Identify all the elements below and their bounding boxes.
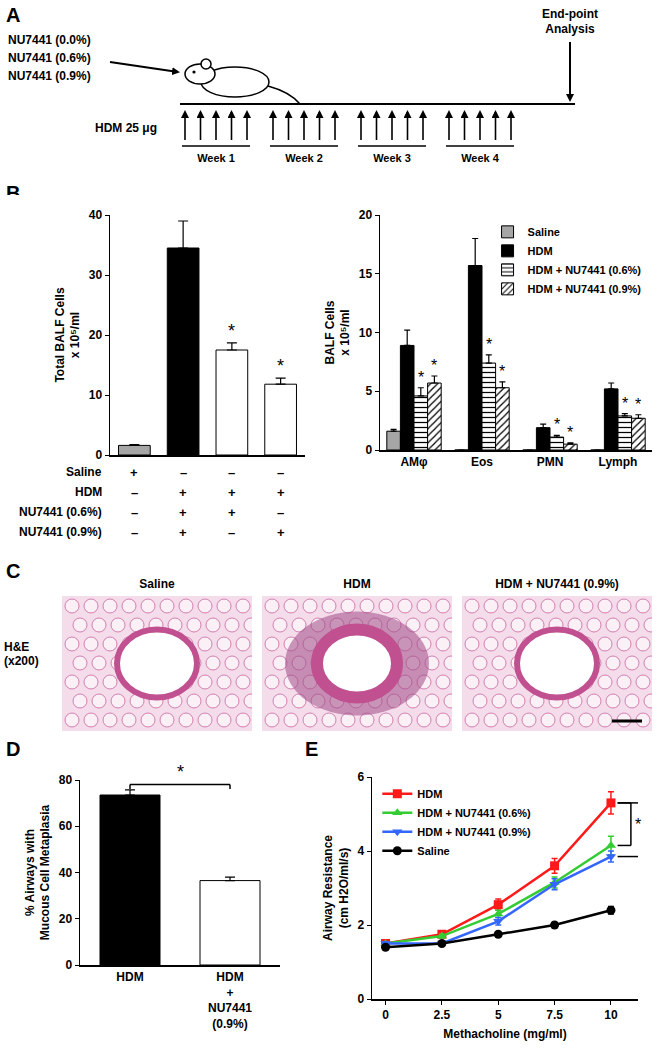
- svg-text:Saline: Saline: [66, 465, 102, 479]
- html-text:H&E: H&E: [4, 640, 30, 654]
- svg-text:+: +: [179, 485, 187, 500]
- svg-text:*: *: [622, 395, 628, 412]
- html-text:(x200): (x200): [4, 654, 39, 668]
- svg-text:+: +: [130, 465, 138, 480]
- html-text:HDM + NU7441 (0.9%): HDM + NU7441 (0.9%): [495, 577, 619, 591]
- svg-text:Analysis: Analysis: [545, 22, 595, 36]
- svg-text:2.5: 2.5: [434, 1008, 451, 1022]
- html-text:E: E: [305, 738, 319, 760]
- svg-text:0: 0: [365, 443, 372, 457]
- svg-text:NU7441 (0.9%): NU7441 (0.9%): [8, 69, 91, 83]
- svg-text:+: +: [228, 485, 236, 500]
- svg-text:Saline: Saline: [528, 226, 560, 238]
- svg-text:10: 10: [89, 388, 103, 402]
- svg-text:*: *: [635, 396, 641, 413]
- svg-text:+: +: [277, 525, 285, 540]
- html-text:C: C: [6, 560, 21, 582]
- svg-text:HDM + NU7441 (0.9%): HDM + NU7441 (0.9%): [417, 826, 531, 838]
- svg-text:*: *: [635, 816, 641, 833]
- svg-text:10: 10: [604, 1008, 618, 1022]
- svg-text:–: –: [277, 505, 284, 520]
- svg-text:Airway Resistance(cm H2O/ml/s): Airway Resistance(cm H2O/ml/s): [321, 835, 351, 941]
- svg-text:*: *: [567, 424, 573, 441]
- svg-text:5: 5: [495, 1008, 502, 1022]
- svg-text:*: *: [418, 369, 424, 386]
- svg-text:Lymph: Lymph: [599, 455, 638, 469]
- svg-text:+: +: [179, 505, 187, 520]
- svg-text:20: 20: [359, 208, 373, 222]
- svg-text:+: +: [228, 505, 236, 520]
- svg-text:NU7441 (0.6%): NU7441 (0.6%): [19, 505, 102, 519]
- svg-text:20: 20: [89, 328, 103, 342]
- svg-text:BALF Cellsx 10⁵/ml: BALF Cellsx 10⁵/ml: [323, 300, 353, 364]
- svg-text:60: 60: [59, 819, 73, 833]
- svg-text:HDM: HDM: [417, 788, 442, 800]
- html-text:D: D: [6, 738, 21, 760]
- svg-text:HDM+NU7441(0.9%): HDM+NU7441(0.9%): [208, 970, 252, 1031]
- html-text:A: A: [6, 4, 21, 26]
- svg-text:30: 30: [89, 268, 103, 282]
- svg-text:Methacholine (mg/ml): Methacholine (mg/ml): [443, 1027, 566, 1041]
- svg-text:NU7441 (0.9%): NU7441 (0.9%): [19, 525, 102, 539]
- svg-text:80: 80: [59, 773, 73, 787]
- svg-text:–: –: [131, 485, 138, 500]
- svg-text:HDM + NU7441 (0.6%): HDM + NU7441 (0.6%): [417, 807, 531, 819]
- html-text:B: B: [6, 182, 21, 204]
- svg-text:AMφ: AMφ: [400, 455, 428, 469]
- svg-text:*: *: [277, 356, 284, 376]
- svg-text:*: *: [177, 762, 184, 782]
- svg-text:End-point: End-point: [542, 7, 598, 21]
- html-text:HDM: HDM: [343, 577, 371, 591]
- svg-text:*: *: [499, 363, 505, 380]
- svg-text:*: *: [486, 336, 492, 353]
- svg-text:% Airways withMucous Cell Meta: % Airways withMucous Cell Metaplasia: [23, 804, 53, 940]
- svg-text:4: 4: [357, 844, 364, 858]
- svg-text:Week 4: Week 4: [461, 152, 500, 164]
- svg-text:HDM + NU7441 (0.9%): HDM + NU7441 (0.9%): [528, 283, 642, 295]
- svg-text:NU7441 (0.6%): NU7441 (0.6%): [8, 51, 91, 65]
- html-text:Saline: Saline: [139, 577, 175, 591]
- svg-text:+: +: [179, 525, 187, 540]
- svg-text:7.5: 7.5: [546, 1008, 563, 1022]
- svg-text:HDM 25 μg: HDM 25 μg: [95, 121, 157, 135]
- svg-text:20: 20: [59, 912, 73, 926]
- svg-text:40: 40: [89, 208, 103, 222]
- svg-text:–: –: [131, 505, 138, 520]
- svg-text:–: –: [228, 465, 235, 480]
- svg-text:0: 0: [65, 958, 72, 972]
- svg-text:–: –: [228, 525, 235, 540]
- svg-text:–: –: [277, 465, 284, 480]
- svg-text:Week 3: Week 3: [373, 152, 411, 164]
- svg-text:–: –: [131, 525, 138, 540]
- svg-text:0: 0: [357, 992, 364, 1006]
- svg-text:HDM: HDM: [75, 485, 102, 499]
- svg-text:–: –: [180, 465, 187, 480]
- svg-text:Week 1: Week 1: [197, 152, 235, 164]
- svg-text:*: *: [554, 416, 560, 433]
- svg-text:HDM: HDM: [528, 245, 553, 257]
- svg-text:Saline: Saline: [417, 845, 449, 857]
- svg-text:0: 0: [95, 448, 102, 462]
- svg-text:10: 10: [359, 326, 373, 340]
- svg-text:2: 2: [357, 918, 364, 932]
- svg-text:6: 6: [357, 770, 364, 784]
- svg-text:5: 5: [365, 384, 372, 398]
- svg-text:NU7441 (0.0%): NU7441 (0.0%): [8, 33, 91, 47]
- svg-text:0: 0: [382, 1008, 389, 1022]
- svg-text:Total BALF Cellsx 10⁵/ml: Total BALF Cellsx 10⁵/ml: [53, 287, 83, 382]
- svg-text:HDM + NU7441 (0.6%): HDM + NU7441 (0.6%): [528, 264, 642, 276]
- svg-text:40: 40: [59, 866, 73, 880]
- svg-text:*: *: [228, 321, 235, 341]
- svg-text:PMN: PMN: [537, 455, 564, 469]
- svg-text:Week 2: Week 2: [285, 152, 323, 164]
- svg-text:Eos: Eos: [471, 455, 493, 469]
- svg-text:*: *: [431, 357, 437, 374]
- svg-text:+: +: [277, 485, 285, 500]
- svg-text:15: 15: [359, 267, 373, 281]
- svg-text:HDM: HDM: [116, 970, 143, 984]
